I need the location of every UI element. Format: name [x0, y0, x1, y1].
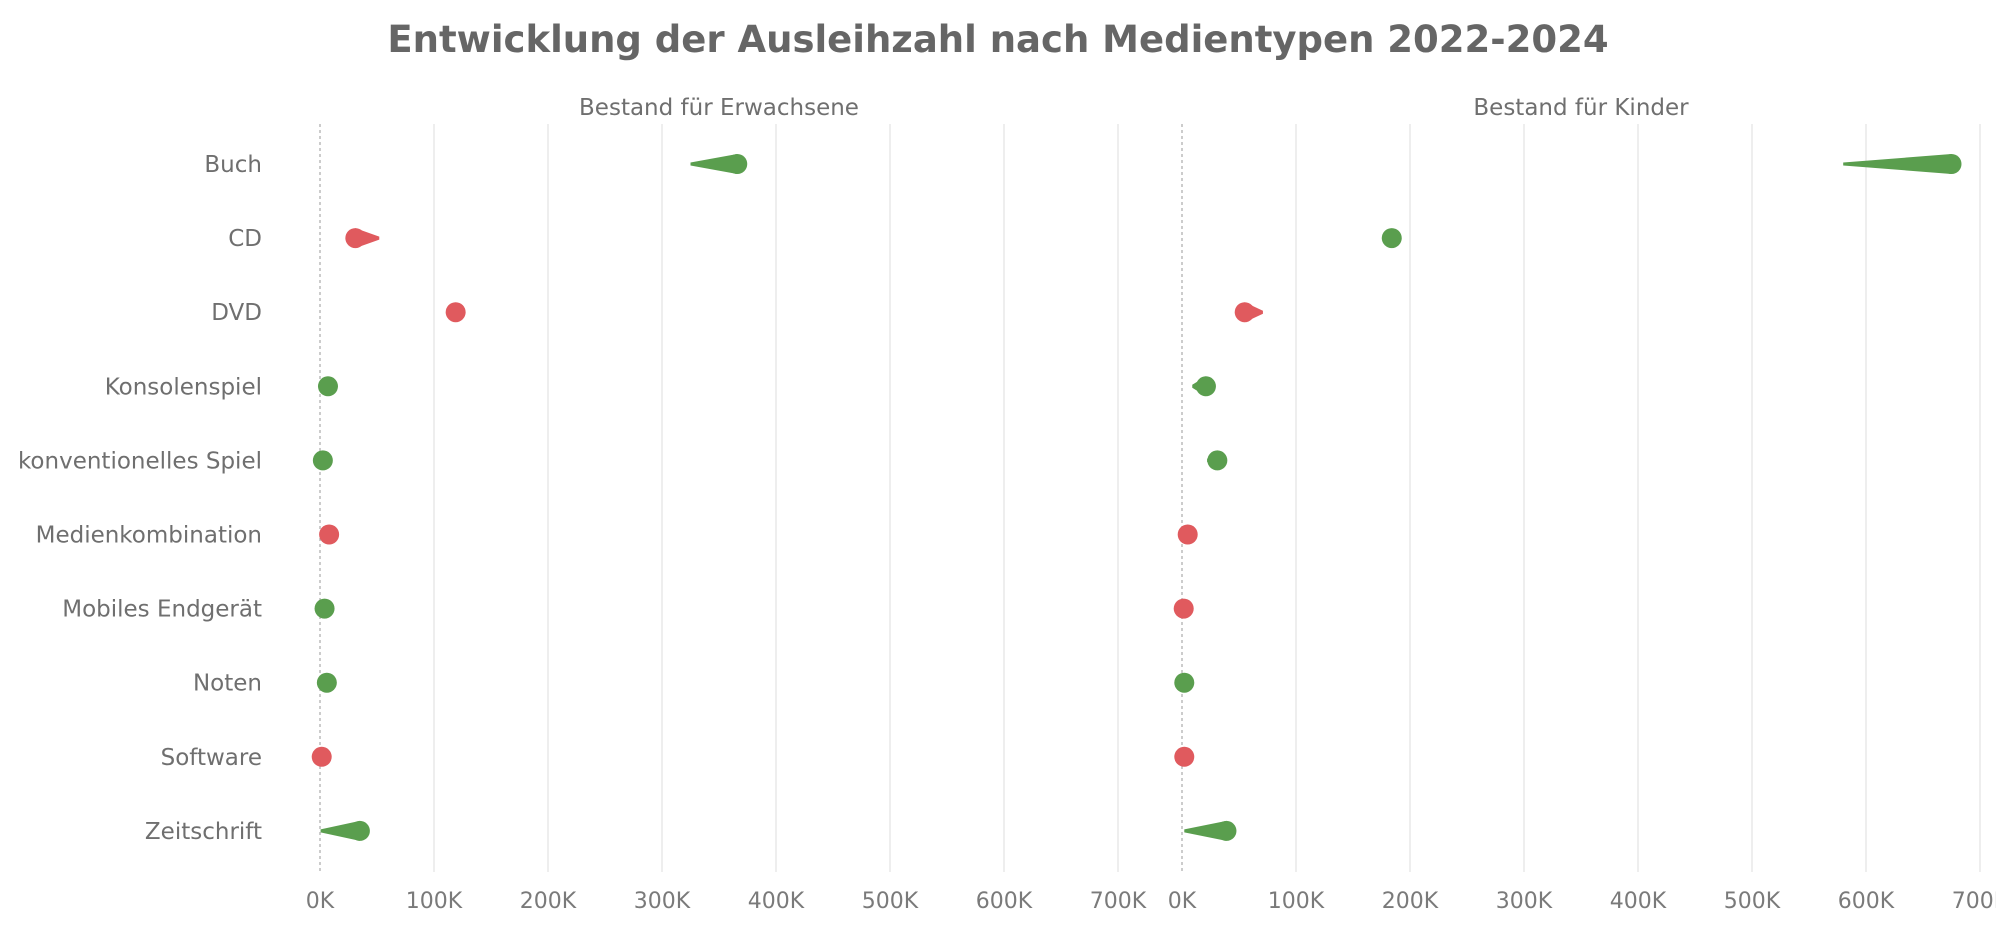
end-point	[316, 672, 337, 693]
change-tail	[690, 154, 738, 174]
category-label: konventionelles Spiel	[18, 448, 262, 474]
end-point	[1234, 302, 1255, 323]
end-point	[1174, 672, 1195, 693]
x-tick-label: 500K	[862, 889, 919, 914]
x-tick-label: 400K	[1610, 889, 1667, 914]
x-tick-label: 700K	[1090, 889, 1147, 914]
end-point	[349, 820, 370, 841]
x-tick-label: 600K	[976, 889, 1033, 914]
panel-title: Bestand für Kinder	[1473, 95, 1689, 121]
end-point	[1177, 524, 1198, 545]
end-point	[1941, 154, 1962, 174]
x-tick-label: 0K	[306, 889, 335, 914]
end-point	[319, 524, 340, 545]
category-label: CD	[228, 226, 262, 252]
category-label: Konsolenspiel	[105, 374, 262, 400]
category-label: Software	[161, 745, 262, 771]
x-tick-label: 300K	[1496, 889, 1553, 914]
panel-title: Bestand für Erwachsene	[579, 95, 859, 121]
x-tick-label: 0K	[1168, 889, 1197, 914]
x-tick-label: 500K	[1724, 889, 1781, 914]
end-point	[1173, 598, 1194, 619]
x-tick-label: 600K	[1838, 889, 1895, 914]
change-tail	[320, 820, 360, 841]
category-label: Medienkombination	[36, 523, 262, 549]
end-point	[445, 302, 466, 323]
category-label: Mobiles Endgerät	[62, 597, 262, 623]
x-tick-label: 700K	[1952, 889, 1996, 914]
category-label: Buch	[204, 152, 262, 178]
end-point	[1207, 450, 1228, 471]
end-point	[312, 450, 333, 471]
category-label: Zeitschrift	[145, 819, 262, 845]
end-point	[314, 598, 335, 619]
x-tick-label: 200K	[1382, 889, 1439, 914]
end-point	[345, 228, 366, 249]
end-point	[317, 376, 338, 397]
end-point	[1381, 228, 1402, 249]
end-point	[1195, 376, 1216, 397]
end-point	[311, 746, 332, 767]
category-label: DVD	[211, 300, 262, 326]
x-tick-label: 100K	[1268, 889, 1325, 914]
panel-2: 0K 100K 200K 300K 400K 500K 600K 700K Bestand fü…	[1168, 95, 1996, 914]
panel-1: 0K 100K 200K 300K 400K 500K 600K 700K Bestand fü…	[306, 95, 1147, 914]
change-tail	[1843, 154, 1952, 174]
change-tail	[1184, 820, 1227, 841]
category-label: Noten	[193, 671, 262, 697]
x-tick-label: 100K	[406, 889, 463, 914]
x-tick-label: 200K	[520, 889, 577, 914]
x-tick-label: 300K	[634, 889, 691, 914]
chart-title: Entwicklung der Ausleihzahl nach Medient…	[387, 18, 1609, 61]
end-point	[1216, 820, 1237, 841]
x-tick-label: 400K	[748, 889, 805, 914]
end-point	[1174, 746, 1195, 767]
end-point	[727, 154, 748, 174]
